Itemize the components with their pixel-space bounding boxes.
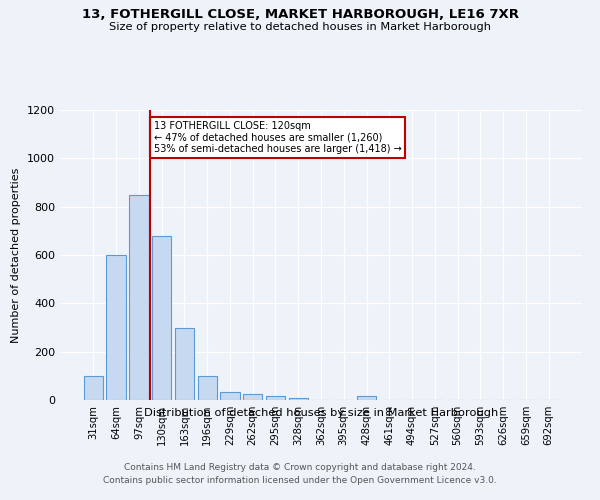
Bar xyxy=(266,396,285,400)
Bar xyxy=(129,194,149,400)
Text: Contains public sector information licensed under the Open Government Licence v3: Contains public sector information licen… xyxy=(103,476,497,485)
Bar xyxy=(106,255,126,400)
Bar xyxy=(220,392,239,400)
Bar xyxy=(175,328,194,400)
Text: Distribution of detached houses by size in Market Harborough: Distribution of detached houses by size … xyxy=(144,408,498,418)
Bar xyxy=(152,236,172,400)
Bar xyxy=(84,376,103,400)
Bar xyxy=(289,398,308,400)
Text: Size of property relative to detached houses in Market Harborough: Size of property relative to detached ho… xyxy=(109,22,491,32)
Text: Contains HM Land Registry data © Crown copyright and database right 2024.: Contains HM Land Registry data © Crown c… xyxy=(124,462,476,471)
Text: 13, FOTHERGILL CLOSE, MARKET HARBOROUGH, LE16 7XR: 13, FOTHERGILL CLOSE, MARKET HARBOROUGH,… xyxy=(82,8,518,20)
Bar xyxy=(197,376,217,400)
Text: 13 FOTHERGILL CLOSE: 120sqm
← 47% of detached houses are smaller (1,260)
53% of : 13 FOTHERGILL CLOSE: 120sqm ← 47% of det… xyxy=(154,121,401,154)
Bar xyxy=(357,396,376,400)
Y-axis label: Number of detached properties: Number of detached properties xyxy=(11,168,22,342)
Bar xyxy=(243,394,262,400)
